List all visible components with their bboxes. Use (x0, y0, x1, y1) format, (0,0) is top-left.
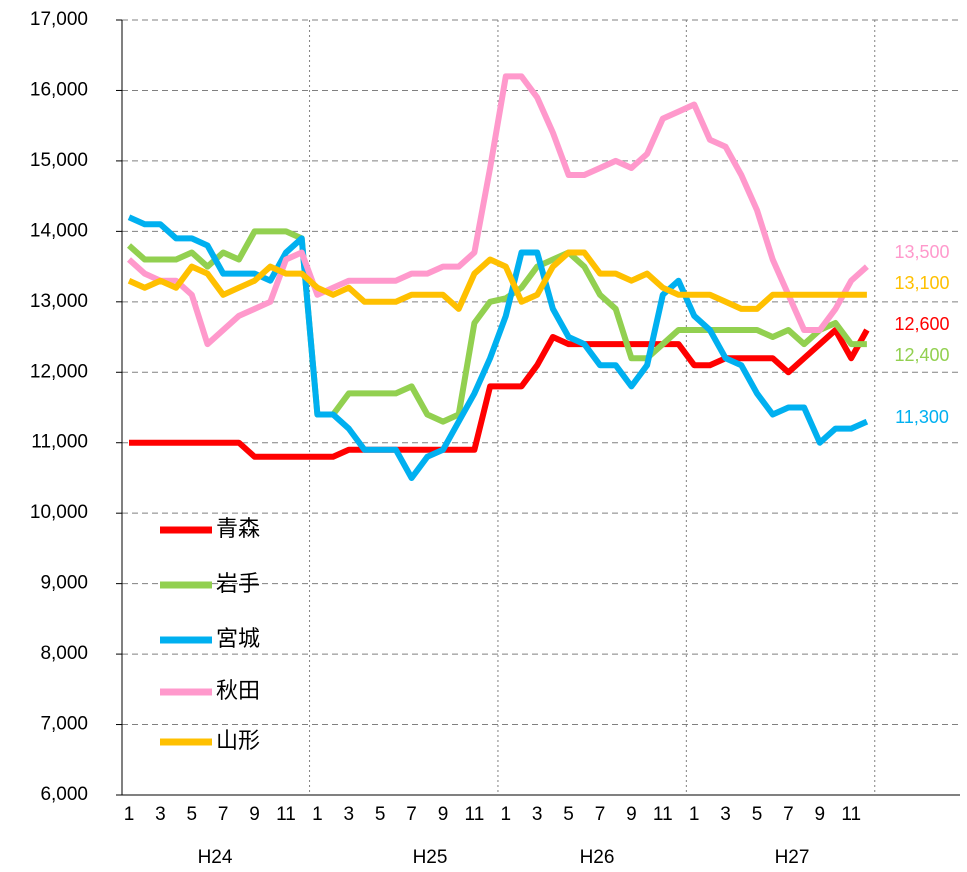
end-label: 13,500 (894, 242, 949, 262)
legend-label: 青森 (216, 516, 260, 541)
y-tick-label: 11,000 (31, 432, 88, 453)
end-label: 11,300 (895, 407, 949, 427)
end-label: 13,100 (894, 273, 949, 293)
y-tick-label: 6,000 (40, 784, 88, 805)
series-line (127, 249, 867, 312)
x-tick-label: 11 (276, 804, 296, 825)
year-label: H25 (413, 847, 448, 868)
x-tick-label: 1 (501, 804, 512, 825)
x-tick-label: 11 (841, 804, 861, 825)
y-tick-label: 16,000 (30, 79, 88, 100)
y-tick-label: 17,000 (30, 9, 88, 30)
x-tick-label: 5 (187, 804, 198, 825)
end-label: 12,600 (894, 314, 949, 334)
x-tick-label: 11 (653, 804, 673, 825)
y-tick-label: 12,000 (30, 361, 88, 382)
year-label: H24 (198, 847, 233, 868)
x-tick-label: 3 (720, 804, 731, 825)
x-tick-label: 3 (155, 804, 166, 825)
x-tick-label: 7 (218, 804, 229, 825)
y-tick-label: 9,000 (40, 573, 88, 594)
x-tick-label: 7 (595, 804, 606, 825)
y-tick-label: 14,000 (30, 220, 88, 241)
legend-label: 宮城 (216, 626, 260, 651)
x-tick-label: 3 (532, 804, 543, 825)
end-label: 12,400 (894, 345, 949, 365)
x-tick-label: 5 (752, 804, 763, 825)
series-line (127, 214, 869, 481)
series-line (127, 228, 867, 425)
legend-label: 秋田 (216, 678, 260, 703)
x-tick-label: 11 (465, 804, 485, 825)
x-tick-label: 9 (626, 804, 637, 825)
x-tick-label: 9 (438, 804, 449, 825)
series-line (129, 327, 870, 460)
y-tick-label: 15,000 (30, 150, 88, 171)
x-tick-label: 1 (689, 804, 700, 825)
legend-label: 岩手 (216, 571, 260, 596)
series-line (126, 73, 869, 348)
x-tick-label: 3 (344, 804, 355, 825)
x-tick-label: 1 (312, 804, 323, 825)
x-tick-label: 1 (124, 804, 135, 825)
year-label: H27 (775, 847, 810, 868)
x-tick-label: 5 (375, 804, 386, 825)
x-tick-label: 9 (815, 804, 826, 825)
y-tick-label: 7,000 (40, 714, 88, 735)
x-tick-label: 7 (406, 804, 417, 825)
y-tick-label: 13,000 (30, 291, 88, 312)
y-tick-label: 10,000 (30, 502, 88, 523)
x-tick-label: 7 (783, 804, 794, 825)
legend-label: 山形 (216, 728, 260, 753)
x-tick-label: 5 (563, 804, 574, 825)
year-label: H26 (580, 847, 615, 868)
y-tick-label: 8,000 (40, 643, 88, 664)
x-tick-label: 9 (249, 804, 260, 825)
